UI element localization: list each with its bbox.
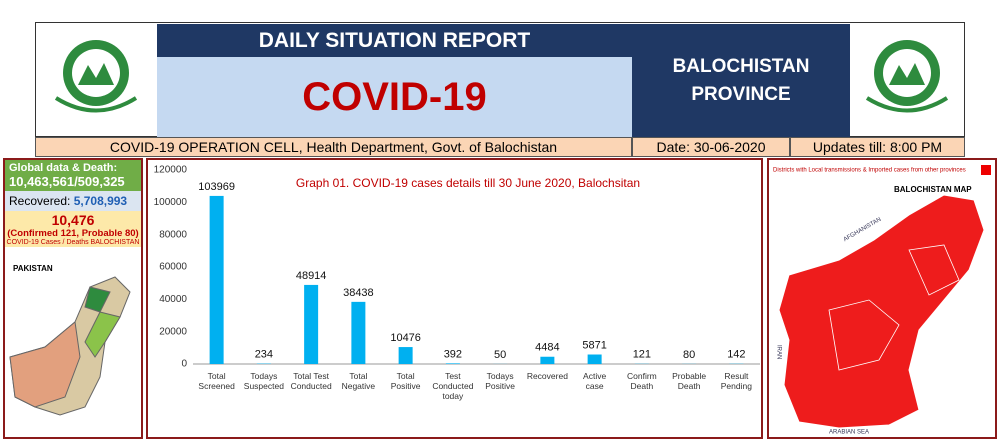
- data-label: 80: [683, 349, 695, 361]
- main-title: COVID-19: [157, 57, 632, 137]
- y-tick-label: 60000: [159, 262, 187, 273]
- x-tick-line: Positive: [391, 381, 421, 391]
- x-tick-line: Death: [678, 381, 701, 391]
- bar: [399, 347, 413, 364]
- x-tick-line: Todays: [250, 371, 277, 381]
- x-tick-line: Probable: [672, 371, 706, 381]
- y-tick-label: 80000: [159, 229, 187, 240]
- cell: COVID-19 OPERATION CELL, Health Departme…: [35, 137, 632, 157]
- x-tick-line: Result: [724, 371, 749, 381]
- x-tick-line: Total: [208, 371, 226, 381]
- sea: ARABIAN SEA: [829, 430, 869, 436]
- x-tick-line: Death: [631, 381, 654, 391]
- x-tick-line: Recovered: [527, 371, 568, 381]
- y-tick-label: 40000: [159, 294, 187, 305]
- updates: Updates till: 8:00 PM: [790, 137, 965, 157]
- y-tick-label: 100000: [154, 197, 188, 208]
- bar: [446, 363, 460, 364]
- cases: 10,476: [5, 212, 141, 228]
- x-tick-line: today: [442, 391, 464, 401]
- bar: [588, 355, 602, 364]
- chart-panel: Graph 01. COVID-19 cases details till 30…: [146, 158, 763, 439]
- x-tick-line: Test: [445, 371, 461, 381]
- y-tick-label: 120000: [154, 165, 188, 176]
- caption: COVID-19 Cases / Deaths BALOCHISTAN: [5, 239, 141, 246]
- x-tick-line: Total Test: [293, 371, 329, 381]
- data-label: 48914: [296, 270, 327, 282]
- x-tick-line: Conducted: [432, 381, 473, 391]
- data-label: 50: [494, 349, 506, 361]
- deaths: (Confirmed 121, Probable 80): [5, 228, 141, 239]
- report-title: DAILY SITUATION REPORT: [157, 24, 632, 57]
- x-tick-line: case: [586, 381, 604, 391]
- bar: [210, 196, 224, 364]
- recovered-value: 5,708,993: [74, 194, 127, 208]
- pakistan-map: PAKISTAN: [5, 247, 141, 425]
- global-value: 10,463,561/509,325: [9, 174, 137, 189]
- right-panel: Districts with Local transmissions & Imp…: [767, 158, 997, 439]
- x-tick-line: Suspected: [244, 381, 284, 391]
- data-label: 4484: [535, 342, 559, 354]
- x-tick-line: Conducted: [291, 381, 332, 391]
- data-label: 38438: [343, 287, 374, 299]
- x-tick-label: Recovered: [527, 371, 568, 381]
- data-label: 142: [727, 349, 745, 361]
- data-label: 5871: [582, 339, 606, 351]
- map-title: BALOCHISTAN MAP: [894, 185, 972, 194]
- legend-text: Districts with Local transmissions & Imp…: [773, 168, 966, 174]
- neighbor-west: IRAN: [775, 345, 781, 359]
- province: BALOCHISTAN PROVINCE: [632, 24, 850, 137]
- left-panel: Global data & Death: 10,463,561/509,325 …: [3, 158, 143, 439]
- recovered: Recovered: 5,708,993: [5, 191, 141, 211]
- map-label: PAKISTAN: [13, 264, 53, 273]
- logo-left: [36, 23, 157, 136]
- chart-title: Graph 01. COVID-19 cases details till 30…: [296, 176, 640, 190]
- bar: [304, 285, 318, 364]
- y-tick-label: 0: [181, 359, 187, 370]
- global-label: Global data & Death:: [9, 162, 137, 174]
- chart: Graph 01. COVID-19 cases details till 30…: [148, 160, 761, 437]
- legend-swatch: [981, 165, 991, 175]
- x-tick-line: Active: [583, 371, 606, 381]
- x-tick-line: Screened: [198, 381, 235, 391]
- data-label: 234: [255, 349, 273, 361]
- x-tick-line: Total: [397, 371, 415, 381]
- recovered-label: Recovered:: [9, 194, 70, 208]
- y-tick-label: 20000: [159, 326, 187, 337]
- x-tick-line: Confirm: [627, 371, 657, 381]
- x-tick-line: Todays: [487, 371, 514, 381]
- balochistan-map: Districts with Local transmissions & Imp…: [769, 160, 995, 437]
- x-tick-line: Pending: [721, 381, 752, 391]
- x-tick-line: Positive: [485, 381, 515, 391]
- x-tick-line: Total: [349, 371, 367, 381]
- bar: [351, 302, 365, 364]
- logo-right: [851, 23, 964, 136]
- data-label: 121: [633, 349, 651, 361]
- bar: [540, 357, 554, 364]
- x-tick-line: Negative: [342, 381, 376, 391]
- data-label: 103969: [198, 181, 235, 193]
- date: Date: 30-06-2020: [632, 137, 790, 157]
- data-label: 392: [444, 348, 462, 360]
- data-label: 10476: [390, 332, 421, 344]
